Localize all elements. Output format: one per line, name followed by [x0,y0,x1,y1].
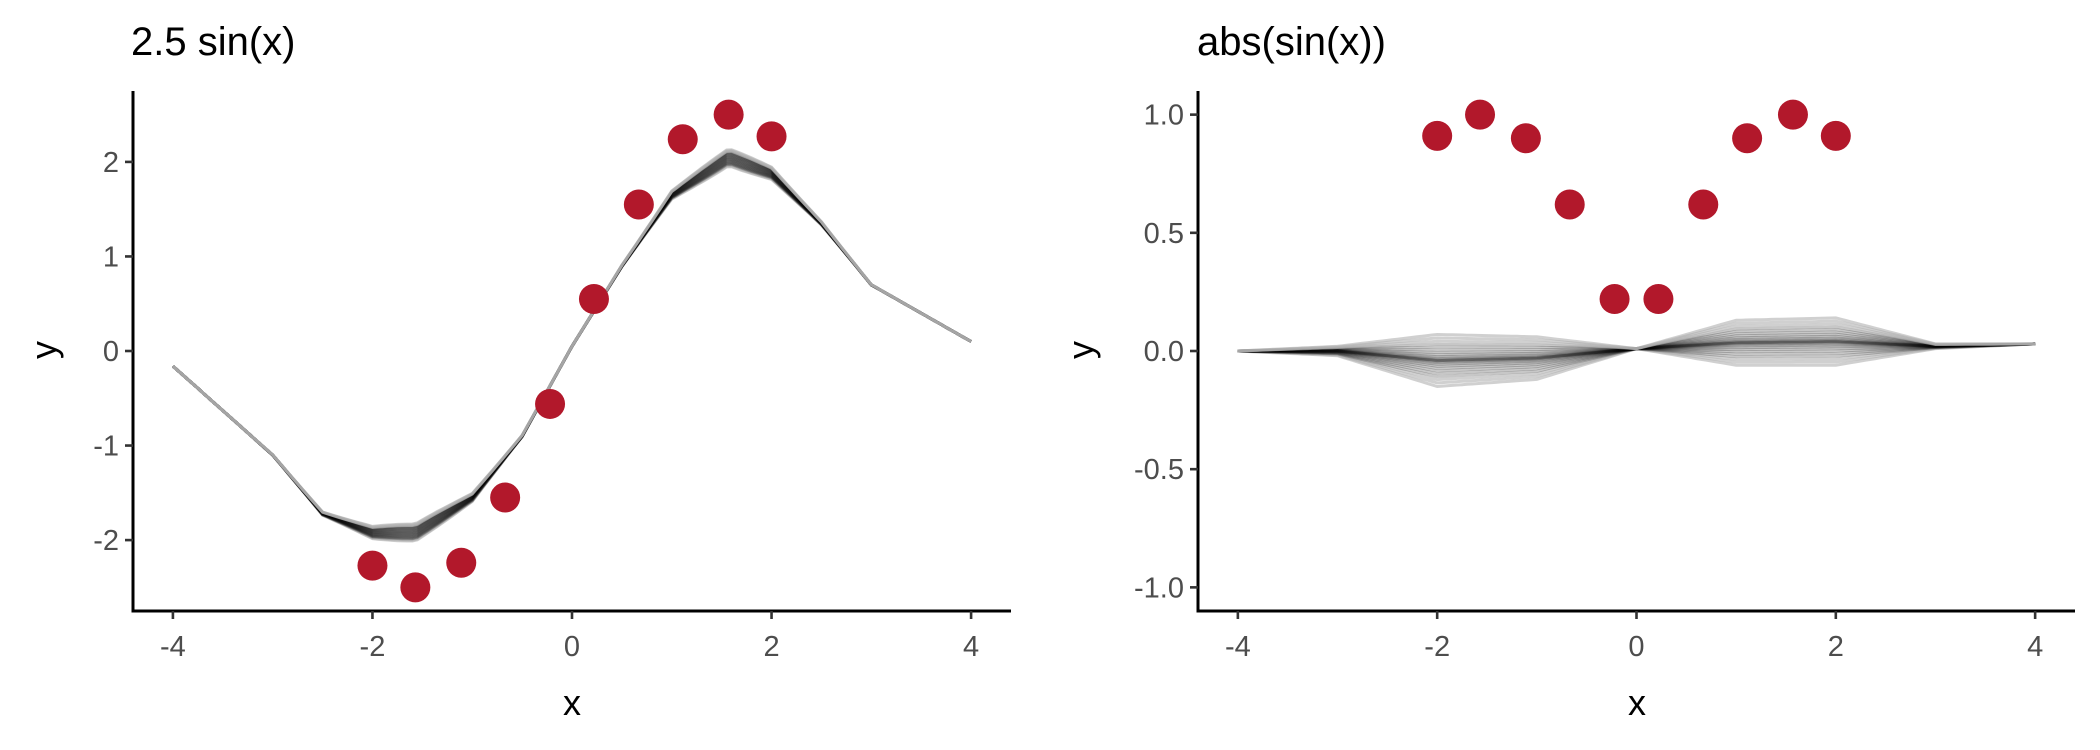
x-tick-label: 0 [1628,631,1644,663]
posterior-curve [171,148,972,529]
x-tick-label: -4 [1225,631,1251,663]
data-point [490,482,521,513]
y-tick-label: -1 [93,431,119,463]
posterior-curve [171,154,972,533]
data-point [1643,284,1674,314]
x-tick-label: 0 [564,631,580,663]
x-axis-ticks: -4 -2 0 2 4 [1225,611,2043,663]
data-point [1599,284,1630,314]
data-point [1820,120,1851,151]
x-tick-label: -2 [1424,631,1450,663]
observed-points [357,99,787,603]
panel-sine: 2.5 sin(x) -2 -1 0 1 2 -4 -2 0 2 4 x y [23,20,1011,723]
y-axis-title: y [23,341,64,359]
x-axis-title: x [1628,682,1646,723]
y-tick-label: -0.5 [1134,454,1184,486]
x-tick-label: 4 [2027,631,2043,663]
data-point [713,99,744,130]
y-tick-label: 0 [103,336,119,368]
posterior-curves [171,148,972,543]
x-tick-label: 4 [963,631,979,663]
data-point [1510,123,1541,154]
x-tick-label: 2 [1828,631,1844,663]
x-tick-label: -2 [360,631,386,663]
posterior-curve [171,153,972,532]
y-axis-ticks: -2 -1 0 1 2 [93,147,133,557]
x-axis-title: x [563,682,581,723]
data-point [756,121,787,152]
posterior-curves [1237,316,2036,389]
data-point [623,189,654,220]
posterior-curve [171,165,972,543]
posterior-curve [171,151,972,531]
x-axis-ticks: -4 -2 0 2 4 [160,611,979,663]
posterior-curve [171,163,972,542]
y-axis-ticks: -1.0 -0.5 0.0 0.5 1.0 [1134,100,1198,604]
posterior-curve [171,163,972,541]
posterior-curve [171,162,972,540]
posterior-curve [171,151,972,531]
y-tick-label: 0.5 [1144,218,1184,250]
posterior-curve [171,152,972,532]
data-point [1688,189,1719,220]
posterior-curve [171,150,972,530]
data-point [578,284,609,314]
data-point [1777,99,1808,130]
x-tick-label: -4 [160,631,186,663]
y-tick-label: 1 [103,241,119,273]
posterior-curve [171,148,972,528]
y-tick-label: -2 [93,525,119,557]
data-point [1465,99,1496,130]
y-axis-title: y [1060,341,1101,359]
data-point [446,547,477,578]
y-tick-label: -1.0 [1134,572,1184,604]
x-tick-label: 2 [763,631,779,663]
posterior-curve [1237,316,2036,353]
data-point [535,388,566,419]
observed-points [1422,99,1851,314]
data-point [400,572,431,603]
posterior-curve [171,164,972,542]
posterior-curve [171,149,972,530]
y-tick-label: 0.0 [1144,336,1184,368]
panel-title: 2.5 sin(x) [131,20,296,64]
data-point [1732,123,1763,154]
data-point [357,550,388,581]
panel-abs-sine: abs(sin(x)) -1.0-0.50.00.51.0 -4 -2 0 2 4 x … [1060,20,2075,723]
y-tick-label: 2 [103,147,119,179]
data-point [1554,189,1585,220]
panel-title: abs(sin(x)) [1197,20,1386,64]
y-tick-label: 1.0 [1144,100,1184,132]
data-point [667,124,698,155]
data-point [1422,120,1453,151]
